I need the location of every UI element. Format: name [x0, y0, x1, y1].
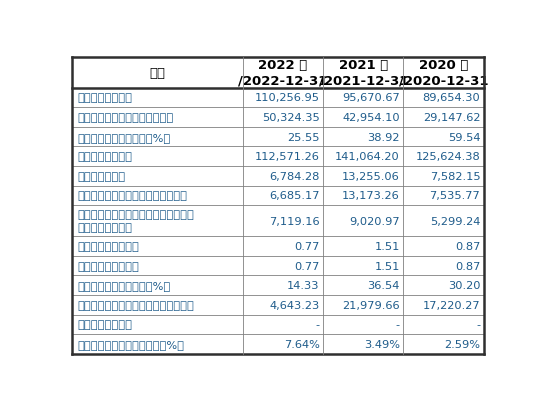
Text: 38.92: 38.92 — [367, 132, 400, 142]
Text: 110,256.95: 110,256.95 — [255, 93, 320, 103]
Text: 2020 年
/2020-12-31: 2020 年 /2020-12-31 — [399, 59, 488, 87]
Text: 36.54: 36.54 — [367, 280, 400, 290]
Text: 25.55: 25.55 — [287, 132, 320, 142]
Text: 42,954.10: 42,954.10 — [343, 113, 400, 123]
Text: 加权平均净资产收益率（%）: 加权平均净资产收益率（%） — [77, 280, 170, 290]
Text: 0.87: 0.87 — [455, 241, 480, 251]
Text: 6,685.17: 6,685.17 — [269, 191, 320, 201]
Text: 13,173.26: 13,173.26 — [342, 191, 400, 201]
Text: 项目: 项目 — [150, 67, 165, 79]
Text: 资产总额（万元）: 资产总额（万元） — [77, 93, 132, 103]
Text: 2.59%: 2.59% — [444, 339, 480, 349]
Text: 7,582.15: 7,582.15 — [430, 171, 480, 181]
Text: 扣除非经常性损益后归属于母公司股东
的净利润（万元）: 扣除非经常性损益后归属于母公司股东 的净利润（万元） — [77, 210, 194, 232]
Text: -: - — [396, 320, 400, 330]
Text: 营业收入（万元）: 营业收入（万元） — [77, 152, 132, 162]
Text: 0.87: 0.87 — [455, 261, 480, 271]
Text: -: - — [476, 320, 480, 330]
Text: 7,119.16: 7,119.16 — [269, 216, 320, 226]
Text: 经营活动产生的现金流量净额（万元）: 经营活动产生的现金流量净额（万元） — [77, 300, 194, 310]
Text: 21,979.66: 21,979.66 — [343, 300, 400, 310]
Text: 50,324.35: 50,324.35 — [262, 113, 320, 123]
Text: 2022 年
/2022-12-31: 2022 年 /2022-12-31 — [238, 59, 327, 87]
Text: 141,064.20: 141,064.20 — [335, 152, 400, 162]
Text: -: - — [315, 320, 320, 330]
Text: 59.54: 59.54 — [448, 132, 480, 142]
Text: 112,571.26: 112,571.26 — [255, 152, 320, 162]
Text: 0.77: 0.77 — [294, 241, 320, 251]
Text: 13,255.06: 13,255.06 — [342, 171, 400, 181]
Text: 9,020.97: 9,020.97 — [350, 216, 400, 226]
Text: 基本每股收益（元）: 基本每股收益（元） — [77, 241, 139, 251]
Text: 95,670.67: 95,670.67 — [342, 93, 400, 103]
Text: 0.77: 0.77 — [294, 261, 320, 271]
Text: 89,654.30: 89,654.30 — [423, 93, 480, 103]
Text: 资产负债率（母公司）（%）: 资产负债率（母公司）（%） — [77, 132, 170, 142]
Text: 稀释每股收益（元）: 稀释每股收益（元） — [77, 261, 139, 271]
Text: 125,624.38: 125,624.38 — [416, 152, 480, 162]
Text: 2021 年
/2021-12-31: 2021 年 /2021-12-31 — [319, 59, 408, 87]
Text: 研发投入占营业收入的比例（%）: 研发投入占营业收入的比例（%） — [77, 339, 184, 349]
Text: 归属于母公司股东的净利润（万元）: 归属于母公司股东的净利润（万元） — [77, 191, 187, 201]
Text: 6,784.28: 6,784.28 — [269, 171, 320, 181]
Text: 14.33: 14.33 — [287, 280, 320, 290]
Text: 30.20: 30.20 — [448, 280, 480, 290]
Text: 1.51: 1.51 — [375, 261, 400, 271]
Text: 净利润（万元）: 净利润（万元） — [77, 171, 125, 181]
Text: 现金分红（万元）: 现金分红（万元） — [77, 320, 132, 330]
Text: 4,643.23: 4,643.23 — [269, 300, 320, 310]
Text: 7.64%: 7.64% — [284, 339, 320, 349]
Text: 5,299.24: 5,299.24 — [430, 216, 480, 226]
Text: 3.49%: 3.49% — [364, 339, 400, 349]
Text: 归属于母公司股东权益（万元）: 归属于母公司股东权益（万元） — [77, 113, 173, 123]
Text: 7,535.77: 7,535.77 — [429, 191, 480, 201]
Text: 1.51: 1.51 — [375, 241, 400, 251]
Text: 17,220.27: 17,220.27 — [423, 300, 480, 310]
Text: 29,147.62: 29,147.62 — [423, 113, 480, 123]
